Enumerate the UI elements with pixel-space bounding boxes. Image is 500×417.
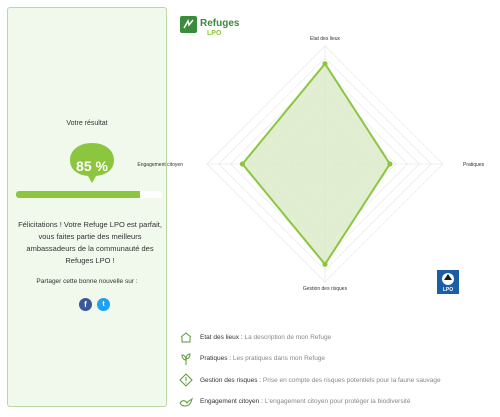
logo-refuges-text: Refuges — [200, 18, 240, 29]
bird-icon — [179, 397, 193, 407]
legend-item-pratiques: Pratiques : Les pratiques dans mon Refug… — [200, 355, 326, 362]
legend-desc: L'engagement citoyen pour protéger la bi… — [264, 398, 411, 405]
legend-title: Pratiques — [200, 355, 228, 362]
radar-axis-label: Pratiques — [463, 162, 485, 168]
radar-axis-label: Gestion des risques — [303, 286, 348, 292]
legend-title: Etat des lieux — [200, 334, 240, 341]
score-progress-fill — [16, 191, 141, 198]
score-bubble — [70, 143, 114, 183]
result-panel: Votre résultat 85 % Félicitations ! Votr… — [7, 7, 167, 407]
radar-point-1 — [387, 161, 393, 167]
legend-title: Gestion des risques — [200, 377, 258, 384]
score-value: 85 % — [76, 158, 108, 174]
radar-point-0 — [322, 61, 328, 67]
score-progress-bar — [16, 191, 162, 198]
logo-lpo-text: LPO — [207, 30, 222, 37]
house-icon — [180, 332, 192, 343]
share-label: Partager cette bonne nouvelle sur : — [36, 278, 138, 285]
radar-chart: Etat des lieux Pratiques Gestion des risqu… — [137, 36, 485, 292]
lpo-badge-text: LPO — [443, 287, 453, 293]
legend-item-gestion-des-risques: Gestion des risques : Prise en compte de… — [200, 377, 441, 384]
result-title: Votre résultat — [66, 120, 108, 127]
legend-title: Engagement citoyen — [200, 398, 260, 405]
radar-point-2 — [322, 261, 328, 267]
hazard-icon — [179, 373, 193, 387]
radar-point-3 — [239, 161, 245, 167]
facebook-share-icon[interactable]: f — [79, 298, 92, 311]
legend-item-etat-des-lieux: Etat des lieux : La description de mon R… — [200, 334, 332, 341]
radar-series-area — [241, 62, 392, 266]
twitter-share-icon[interactable]: t — [97, 298, 110, 311]
radar-axis-label: Etat des lieux — [310, 36, 341, 42]
legend-desc: Prise en compte des risques potentiels p… — [262, 377, 441, 384]
legend-desc: La description de mon Refuge — [244, 334, 332, 341]
radar-axis-label: Engagement citoyen — [137, 162, 183, 168]
refuges-lpo-logo: Refuges LPO — [180, 16, 240, 37]
congratulations-message: Félicitations ! Votre Refuge LPO est par… — [18, 220, 162, 265]
plant-icon — [181, 353, 191, 365]
lpo-badge: LPO — [437, 270, 459, 294]
legend-item-engagement-citoyen: Engagement citoyen : L'engagement citoye… — [200, 398, 411, 405]
legend-desc: Les pratiques dans mon Refuge — [232, 355, 326, 362]
